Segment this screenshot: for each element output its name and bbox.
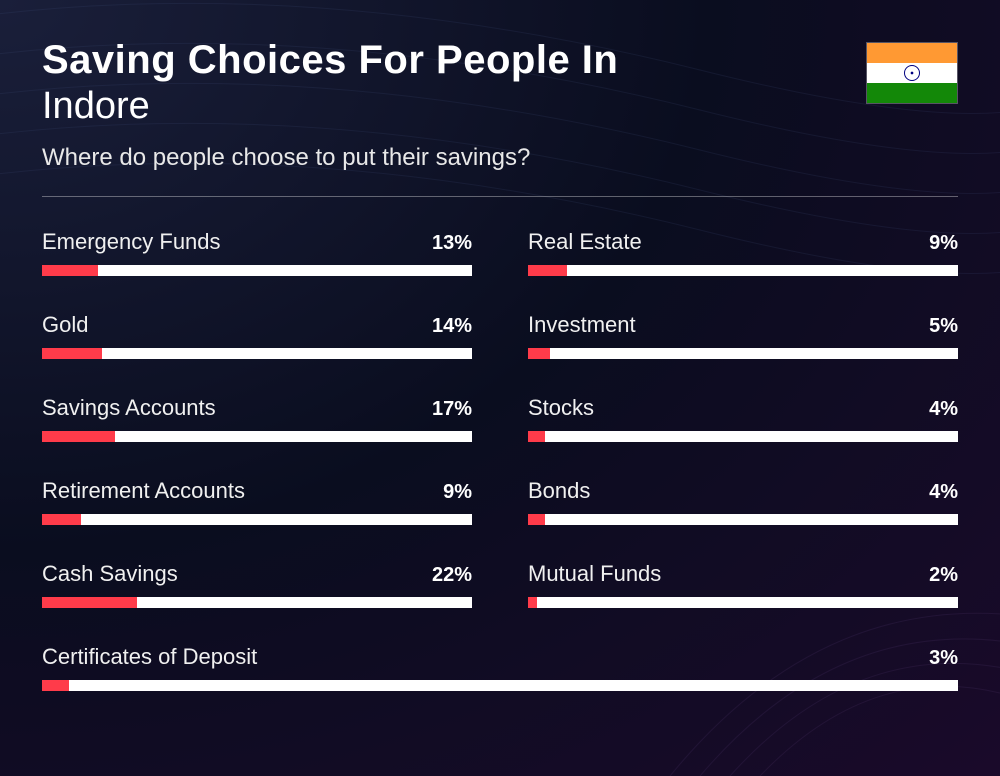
chart-item: Investment 5% — [528, 312, 958, 359]
bar-track — [528, 348, 958, 359]
bar-fill — [42, 680, 69, 691]
bar-track — [528, 514, 958, 525]
bar-fill — [528, 431, 545, 442]
bar-track — [42, 514, 472, 525]
chart-item-percent: 5% — [929, 315, 958, 338]
chart-item-percent: 17% — [432, 398, 472, 421]
bar-fill — [528, 265, 567, 276]
chart-item-label: Investment — [528, 312, 636, 338]
bar-track — [42, 680, 958, 691]
chart-item: Certificates of Deposit 3% — [42, 644, 958, 691]
bar-fill — [528, 348, 550, 359]
chart-item-header: Real Estate 9% — [528, 229, 958, 255]
chart-item-percent: 22% — [432, 564, 472, 587]
chart-item-header: Cash Savings 22% — [42, 561, 472, 587]
chart-item-percent: 9% — [929, 232, 958, 255]
bar-track — [528, 597, 958, 608]
bar-track — [528, 431, 958, 442]
flag-green-stripe — [867, 83, 957, 103]
chart-item-label: Stocks — [528, 395, 594, 421]
chart-item-header: Investment 5% — [528, 312, 958, 338]
bar-fill — [42, 431, 115, 442]
bar-track — [42, 348, 472, 359]
flag-saffron-stripe — [867, 43, 957, 63]
chart-item-label: Emergency Funds — [42, 229, 221, 255]
chart-item-percent: 2% — [929, 564, 958, 587]
bar-fill — [42, 597, 137, 608]
chart-item: Emergency Funds 13% — [42, 229, 472, 276]
chart-item-label: Mutual Funds — [528, 561, 661, 587]
chart-item: Mutual Funds 2% — [528, 561, 958, 608]
chart-item-header: Stocks 4% — [528, 395, 958, 421]
chart-item-label: Cash Savings — [42, 561, 178, 587]
divider — [42, 196, 958, 197]
chart-item-percent: 13% — [432, 232, 472, 255]
chart-item: Gold 14% — [42, 312, 472, 359]
chart-item-percent: 14% — [432, 315, 472, 338]
chart-item-header: Gold 14% — [42, 312, 472, 338]
chart-item-header: Mutual Funds 2% — [528, 561, 958, 587]
chart-item-label: Certificates of Deposit — [42, 644, 257, 670]
chart-item: Savings Accounts 17% — [42, 395, 472, 442]
infographic-container: Saving Choices For People In Indore Wher… — [0, 0, 1000, 729]
title-block: Saving Choices For People In Indore Wher… — [42, 38, 866, 172]
chart-item-label: Retirement Accounts — [42, 478, 245, 504]
subtitle: Where do people choose to put their savi… — [42, 144, 866, 172]
chart-item-percent: 4% — [929, 398, 958, 421]
flag-white-stripe — [867, 63, 957, 83]
chart-grid: Emergency Funds 13% Real Estate 9% Gold 14% In… — [42, 229, 958, 691]
header: Saving Choices For People In Indore Wher… — [42, 38, 958, 172]
chart-item-label: Savings Accounts — [42, 395, 216, 421]
bar-fill — [42, 265, 98, 276]
chart-item-header: Savings Accounts 17% — [42, 395, 472, 421]
chart-item-label: Gold — [42, 312, 88, 338]
chart-item-label: Real Estate — [528, 229, 642, 255]
chart-item: Cash Savings 22% — [42, 561, 472, 608]
bar-fill — [42, 348, 102, 359]
chart-item-header: Bonds 4% — [528, 478, 958, 504]
flag-chakra-icon — [904, 65, 920, 81]
chart-item: Real Estate 9% — [528, 229, 958, 276]
chart-item-header: Certificates of Deposit 3% — [42, 644, 958, 670]
chart-item: Retirement Accounts 9% — [42, 478, 472, 525]
chart-item: Bonds 4% — [528, 478, 958, 525]
chart-item-header: Retirement Accounts 9% — [42, 478, 472, 504]
bar-track — [42, 265, 472, 276]
title-line1: Saving Choices For People In — [42, 38, 866, 82]
bar-track — [42, 597, 472, 608]
bar-fill — [528, 514, 545, 525]
bar-track — [42, 431, 472, 442]
bar-fill — [42, 514, 81, 525]
chart-item-label: Bonds — [528, 478, 590, 504]
india-flag-icon — [866, 42, 958, 104]
title-line2: Indore — [42, 84, 866, 130]
chart-item: Stocks 4% — [528, 395, 958, 442]
chart-item-percent: 3% — [929, 647, 958, 670]
bar-fill — [528, 597, 537, 608]
chart-item-header: Emergency Funds 13% — [42, 229, 472, 255]
chart-item-percent: 4% — [929, 481, 958, 504]
chart-item-percent: 9% — [443, 481, 472, 504]
bar-track — [528, 265, 958, 276]
